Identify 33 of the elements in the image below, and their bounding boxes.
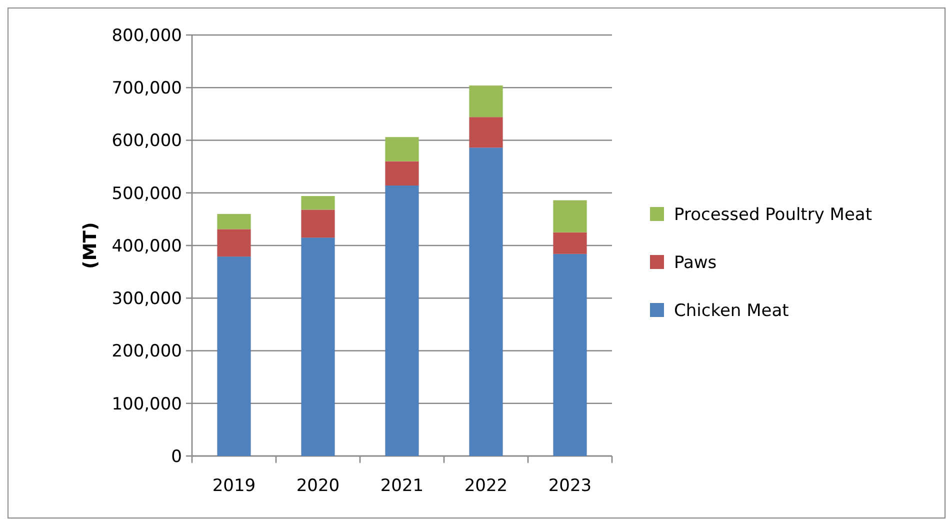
- bar: [553, 254, 587, 456]
- bar: [301, 210, 335, 238]
- bar: [385, 137, 419, 162]
- bar: [385, 186, 419, 456]
- legend-label: Processed Poultry Meat: [674, 204, 872, 225]
- bar: [469, 148, 503, 456]
- x-tick-label: 2021: [380, 476, 424, 496]
- bar: [553, 200, 587, 232]
- bar: [301, 196, 335, 210]
- x-tick-label: 2023: [548, 476, 592, 496]
- y-tick-label: 800,000: [112, 26, 182, 46]
- x-tick-label: 2019: [212, 476, 256, 496]
- y-tick-label: 100,000: [112, 394, 182, 414]
- y-tick-label: 200,000: [112, 342, 182, 362]
- legend-label: Chicken Meat: [674, 300, 790, 321]
- bar: [301, 238, 335, 456]
- y-tick-label: 300,000: [112, 289, 182, 310]
- bar: [469, 86, 503, 118]
- x-tick-label: 2020: [296, 476, 340, 496]
- x-tick-label: 2022: [464, 476, 508, 496]
- legend-label: Paws: [674, 252, 717, 273]
- y-axis-title: (MT): [80, 222, 101, 269]
- bar: [217, 214, 251, 230]
- y-tick-label: 600,000: [112, 131, 182, 152]
- bar: [469, 117, 503, 148]
- bar: [553, 232, 587, 254]
- y-tick-label: 0: [171, 446, 182, 467]
- y-tick-label: 700,000: [112, 78, 182, 99]
- bar: [217, 256, 251, 456]
- y-tick-label: 500,000: [112, 184, 182, 204]
- bar: [385, 161, 419, 186]
- bar: [217, 229, 251, 257]
- y-tick-label: 400,000: [112, 236, 182, 256]
